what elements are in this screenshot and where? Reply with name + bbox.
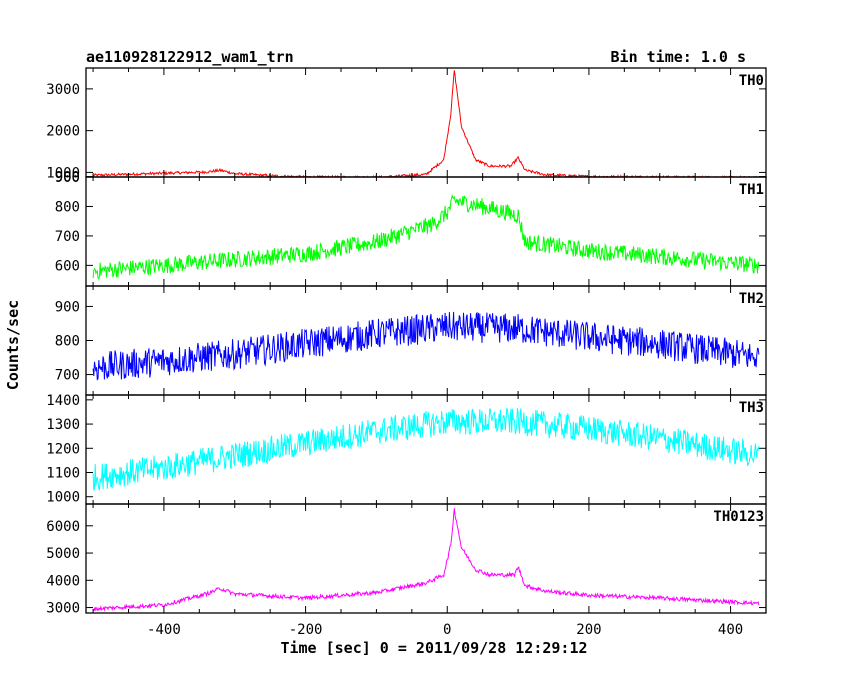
y-tick-label: 1100 [46,466,80,482]
x-tick-label: 200 [576,622,601,638]
x-axis-label: Time [sec] 0 = 2011/09/28 12:29:12 [280,639,587,657]
y-tick-label: 700 [55,368,80,384]
x-tick-label: -400 [147,622,181,638]
panels-group: 900100020003000TH0600700800900TH17008009… [46,67,767,638]
bin-time-label: Bin time: 1.0 s [611,48,746,66]
y-tick-label: 4000 [46,573,80,589]
panel-name-label: TH3 [739,400,764,416]
series-line-th3 [92,407,760,492]
y-tick-label: 900 [55,299,80,315]
y-tick-label: 800 [55,199,80,215]
x-tick-label: 400 [718,622,743,638]
series-line-th0123 [92,508,760,612]
series-line-th0 [92,70,760,177]
panel-th1: 600 700 800 900 TH1 [55,170,767,287]
series-line-th2 [92,311,760,381]
panel-name-label: TH0123 [713,509,764,525]
y-tick-label: 1000 [46,490,80,506]
panel-th3: 1000 1100 1200 1300 1400 TH3 [46,393,767,506]
y-tick-label: 600 [55,258,80,274]
y-tick-label: 1300 [46,417,80,433]
y-tick-label: 6000 [46,519,80,535]
y-tick-label: 3000 [46,82,80,98]
y-tick-label: 1000 [46,165,80,181]
y-tick-label: 3000 [46,601,80,617]
y-tick-label: 1200 [46,441,80,457]
chart-title: ae110928122912_wam1_trn [86,48,294,66]
x-tick-label: 0 [443,622,451,638]
x-tick-label: -200 [289,622,323,638]
y-axis-label: Counts/sec [4,300,22,390]
panel-th0123: 3000 4000 5000 6000 TH0123 -400 -200 0 200 400 [46,503,767,638]
y-tick-label: 1400 [46,393,80,409]
panel-frame [85,176,767,287]
y-tick-label: 800 [55,334,80,350]
panel-frame [85,67,767,178]
panel-name-label: TH2 [739,291,764,307]
y-tick-label: 2000 [46,124,80,140]
panel-name-label: TH1 [739,182,764,198]
y-tick-label: 900 [55,170,80,186]
panel-name-label: TH0 [739,73,764,89]
y-tick-label: 900 [55,170,80,186]
y-tick-label: 700 [55,229,80,245]
panel-th2: 700 800 900 TH2 [55,285,767,396]
series-line-th1 [92,193,760,280]
panel-frame [85,503,767,614]
y-tick-label: 5000 [46,546,80,562]
